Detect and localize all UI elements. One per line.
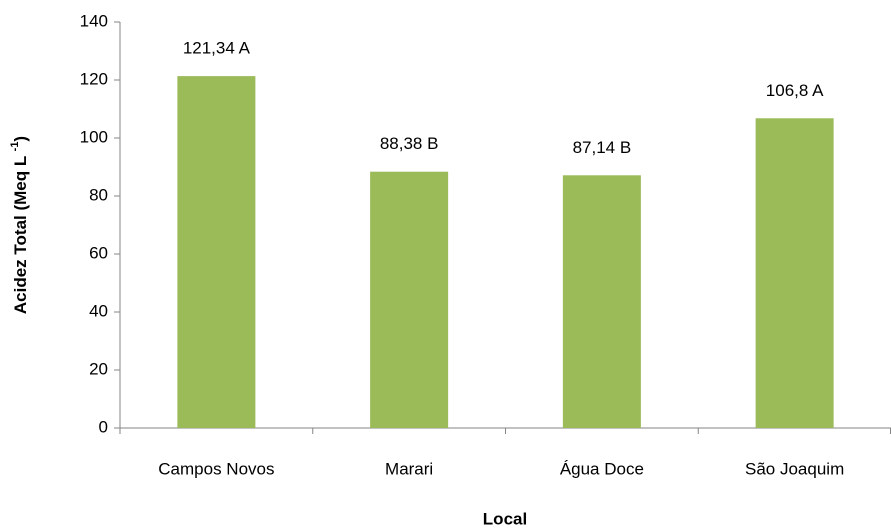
y-axis-title-text: Acidez Total (Meq L <box>11 151 30 314</box>
x-tick-label: Campos Novos <box>158 459 274 478</box>
bar <box>562 175 641 428</box>
y-tick-label: 40 <box>89 301 108 320</box>
data-label: 121,34 A <box>183 39 251 58</box>
x-tick-label: São Joaquim <box>745 459 844 478</box>
y-tick-label: 0 <box>99 417 108 436</box>
y-axis-title: Acidez Total (Meq L -1) <box>9 136 31 314</box>
y-tick-label: 120 <box>80 69 108 88</box>
y-tick-label: 20 <box>89 359 108 378</box>
y-tick-label: 100 <box>80 127 108 146</box>
bar <box>755 118 834 428</box>
data-label: 106,8 A <box>766 81 824 100</box>
data-label: 87,14 B <box>573 138 632 157</box>
y-axis-title-end: ) <box>11 136 30 142</box>
x-tick-label: Água Doce <box>560 459 644 478</box>
bar <box>177 76 256 428</box>
bar <box>370 171 449 428</box>
y-tick-label: 60 <box>89 243 108 262</box>
data-label: 88,38 B <box>380 134 439 153</box>
y-tick-label: 140 <box>80 11 108 30</box>
y-axis-title-sup: -1 <box>9 142 21 152</box>
x-tick-label: Marari <box>385 459 433 478</box>
y-tick-label: 80 <box>89 185 108 204</box>
x-axis-title: Local <box>483 509 527 528</box>
